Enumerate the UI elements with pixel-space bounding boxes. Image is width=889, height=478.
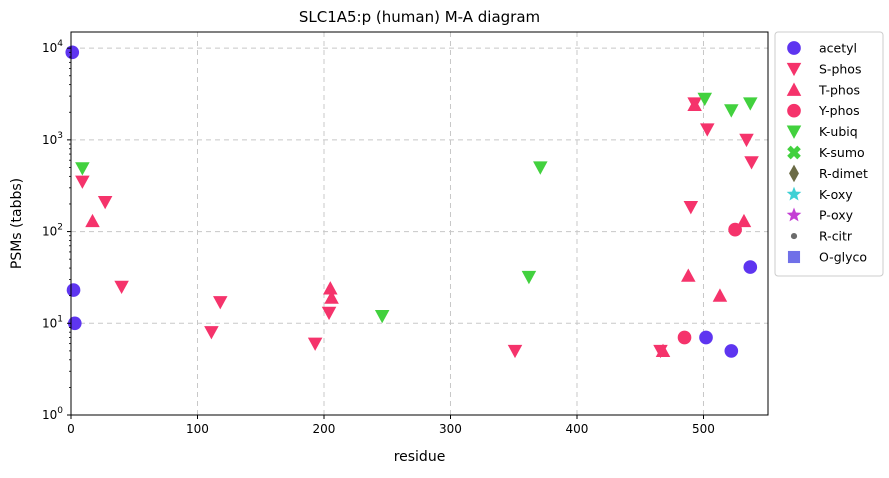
legend-label: acetyl [819, 41, 857, 56]
point-S-phos [744, 156, 759, 170]
legend-label: R-citr [819, 229, 853, 244]
legend-marker-T-phos [786, 82, 802, 96]
data-marks [65, 45, 759, 359]
legend-label: O-glyco [819, 250, 867, 265]
point-acetyl [724, 344, 739, 358]
point-T-phos [712, 288, 728, 302]
point-S-phos [75, 175, 90, 189]
legend-marker-O-glyco [787, 250, 801, 264]
legend-label: K-oxy [819, 187, 853, 202]
y-tick-label: 104 [42, 39, 63, 55]
x-tick-label: 100 [186, 422, 209, 436]
legend-label: K-ubiq [819, 124, 858, 139]
point-T-phos [85, 213, 100, 228]
point-S-phos [213, 296, 228, 310]
y-tick-label: 101 [42, 314, 63, 330]
legend-marker-K-sumo [787, 145, 801, 160]
point-Y-phos [677, 330, 692, 345]
point-S-phos [307, 337, 323, 351]
point-T-phos [736, 213, 752, 228]
point-S-phos [683, 201, 699, 215]
legend-marker-P-oxy [786, 207, 802, 222]
point-K-ubiq [743, 97, 758, 111]
point-S-phos [204, 326, 219, 340]
point-T-phos [324, 290, 339, 304]
legend-label: Y-phos [818, 103, 860, 118]
point-K-ubiq [374, 309, 390, 324]
point-S-phos [321, 306, 337, 321]
point-S-phos [700, 123, 715, 137]
y-tick-label: 102 [42, 223, 63, 239]
point-S-phos [114, 280, 129, 295]
legend-label: R-dimet [819, 166, 868, 181]
legend-label: T-phos [818, 82, 860, 97]
x-tick-label: 300 [439, 422, 462, 436]
plot-area [71, 32, 768, 415]
point-S-phos [739, 133, 754, 148]
point-S-phos [97, 195, 113, 210]
legend-marker-Y-phos [787, 103, 801, 118]
y-tick-label: 100 [42, 406, 63, 422]
legend: acetyl S-phos T-phos Y-phos K-ubiq K-sumo R-di… [774, 31, 884, 277]
legend-marker-K-ubiq [786, 125, 802, 139]
point-T-phos [687, 97, 702, 112]
y-tick-label: 103 [42, 131, 63, 147]
point-acetyl [699, 330, 713, 345]
y-axis: 100 101 102 103 104 [42, 39, 71, 422]
point-acetyl [66, 283, 81, 297]
x-axis: 0 100 200 300 400 500 [67, 415, 715, 436]
chart-title: SLC1A5:p (human) M-A diagram [299, 8, 540, 26]
point-K-ubiq [521, 270, 537, 285]
legend-label: S-phos [819, 61, 861, 76]
point-K-ubiq [533, 161, 548, 175]
x-tick-label: 200 [313, 422, 336, 436]
x-tick-label: 0 [67, 422, 75, 436]
point-Y-phos [728, 222, 742, 237]
legend-marker-S-phos [786, 62, 802, 77]
point-T-phos [681, 268, 696, 282]
plot-frame [70, 31, 769, 416]
x-tick-label: 500 [692, 422, 715, 436]
y-axis-label: PSMs (tabbs) [9, 178, 25, 269]
legend-frame [774, 31, 884, 277]
legend-label: P-oxy [819, 208, 854, 223]
legend-marker-R-citr [790, 233, 798, 240]
legend-marker-acetyl [787, 41, 801, 55]
point-K-ubiq [75, 162, 90, 176]
point-S-phos [507, 344, 523, 359]
x-tick-label: 400 [566, 422, 589, 436]
point-K-ubiq [724, 104, 739, 118]
point-T-phos [655, 343, 671, 357]
legend-marker-R-dimet [789, 164, 799, 183]
point-acetyl [65, 45, 80, 60]
point-T-phos [323, 281, 338, 295]
point-K-ubiq [697, 92, 713, 107]
x-axis-label: residue [394, 449, 446, 465]
legend-marker-K-oxy [786, 186, 802, 201]
point-acetyl [743, 260, 758, 274]
legend-label: K-sumo [819, 145, 865, 160]
